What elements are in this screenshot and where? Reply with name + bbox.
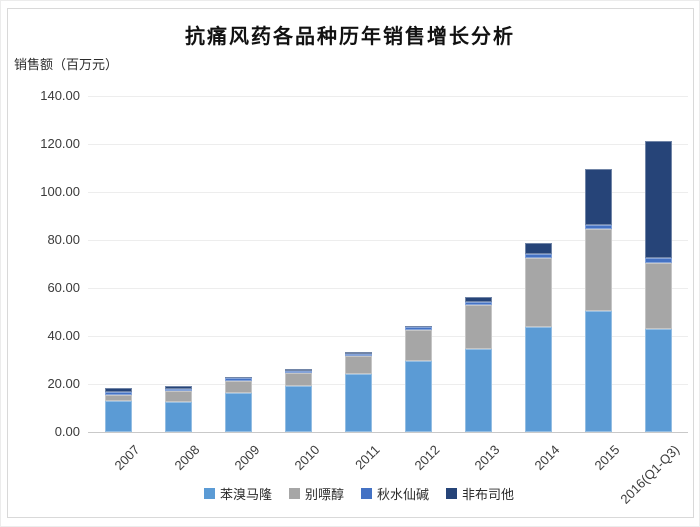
chart-title: 抗痛风药各品种历年销售增长分析 — [185, 26, 515, 48]
legend: 苯溴马隆 别嘌醇 秋水仙碱 非布司他 — [0, 484, 700, 503]
stacked-bar — [644, 140, 672, 432]
bar-segment-苯溴马隆 — [404, 361, 432, 432]
bar-column-2010 — [268, 96, 328, 432]
legend-swatch-icon — [288, 488, 300, 499]
stacked-bar — [284, 368, 312, 432]
bar-segment-秋水仙碱 — [224, 377, 252, 381]
stacked-bar — [224, 377, 252, 432]
gridline — [88, 288, 688, 289]
chart-card — [7, 8, 694, 518]
bar-column-2011 — [328, 96, 388, 432]
y-tick-label: 120.00 — [40, 136, 80, 151]
gridline — [88, 144, 688, 145]
stacked-bar — [464, 297, 492, 432]
stacked-bar — [404, 326, 432, 432]
gridline — [88, 384, 688, 385]
legend-swatch-icon — [361, 488, 372, 499]
stacked-bar — [524, 242, 552, 432]
bar-column-2012 — [388, 96, 448, 432]
gridline — [88, 432, 688, 433]
stacked-bar — [104, 387, 132, 432]
legend-item-非布司他: 非布司他 — [446, 484, 514, 503]
bar-segment-苯溴马隆 — [524, 326, 552, 432]
bar-segment-苯溴马隆 — [224, 393, 252, 432]
y-tick-label: 20.00 — [47, 376, 80, 391]
legend-label: 苯溴马隆 — [219, 487, 272, 502]
bar-column-2007 — [88, 96, 148, 432]
legend-item-苯溴马隆: 苯溴马隆 — [203, 484, 272, 503]
bar-segment-别嘌醇 — [644, 262, 672, 330]
stacked-bar — [164, 386, 192, 432]
y-tick-label: 40.00 — [47, 328, 80, 343]
legend-label: 秋水仙碱 — [377, 487, 430, 502]
bar-segment-秋水仙碱 — [164, 388, 192, 392]
legend-label: 非布司他 — [462, 487, 515, 502]
y-tick-label: 60.00 — [47, 280, 80, 295]
gridline — [88, 96, 688, 97]
bar-segment-非布司他 — [644, 140, 672, 259]
y-tick-label: 80.00 — [47, 232, 80, 247]
bar-segment-别嘌醇 — [464, 305, 492, 350]
legend-label: 别嘌醇 — [304, 487, 344, 502]
bar-segment-苯溴马隆 — [104, 401, 132, 432]
bar-column-2013 — [448, 96, 508, 432]
bar-segment-别嘌醇 — [404, 330, 432, 362]
y-tick-label: 100.00 — [40, 184, 80, 199]
bar-segment-秋水仙碱 — [644, 258, 672, 263]
bar-segment-非布司他 — [524, 242, 552, 254]
bar-segment-非布司他 — [584, 169, 612, 226]
bar-series-container — [88, 96, 688, 432]
bar-segment-秋水仙碱 — [404, 326, 432, 331]
legend-swatch-icon — [203, 488, 215, 499]
bar-segment-别嘌醇 — [224, 380, 252, 394]
bar-segment-秋水仙碱 — [104, 392, 132, 395]
stacked-bar — [344, 351, 372, 432]
bar-segment-秋水仙碱 — [524, 253, 552, 259]
bar-segment-非布司他 — [344, 351, 372, 355]
legend-item-秋水仙碱: 秋水仙碱 — [361, 484, 429, 503]
y-axis-unit-label: 销售额（百万元） — [14, 57, 119, 72]
bar-segment-非布司他 — [164, 386, 192, 389]
legend-item-别嘌醇: 别嘌醇 — [288, 484, 344, 503]
bar-segment-非布司他 — [464, 297, 492, 303]
bar-segment-苯溴马隆 — [164, 401, 192, 432]
bar-segment-苯溴马隆 — [344, 374, 372, 432]
bar-segment-秋水仙碱 — [584, 225, 612, 229]
bar-segment-别嘌醇 — [164, 391, 192, 402]
gridline — [88, 240, 688, 241]
bar-segment-非布司他 — [404, 326, 432, 327]
bar-segment-非布司他 — [104, 387, 132, 393]
bar-segment-苯溴马隆 — [584, 311, 612, 432]
bar-column-2009 — [208, 96, 268, 432]
stacked-bar — [584, 169, 612, 432]
bar-column-2016(Q1-Q3) — [628, 96, 688, 432]
bar-segment-别嘌醇 — [524, 258, 552, 327]
bar-column-2014 — [508, 96, 568, 432]
bar-segment-秋水仙碱 — [284, 370, 312, 373]
y-tick-label: 0.00 — [54, 424, 80, 439]
bar-segment-苯溴马隆 — [284, 386, 312, 432]
bar-column-2015 — [568, 96, 628, 432]
bar-segment-非布司他 — [284, 368, 312, 371]
y-tick-label: 140.00 — [40, 88, 80, 103]
legend-swatch-icon — [446, 488, 458, 499]
bar-segment-秋水仙碱 — [464, 302, 492, 306]
gridline — [88, 192, 688, 193]
bar-segment-非布司他 — [224, 377, 252, 378]
bar-segment-别嘌醇 — [104, 394, 132, 402]
bar-segment-别嘌醇 — [284, 372, 312, 387]
gridline — [88, 336, 688, 337]
bar-segment-苯溴马隆 — [644, 329, 672, 432]
plot-area — [88, 96, 688, 433]
bar-segment-别嘌醇 — [344, 356, 372, 375]
bar-column-2008 — [148, 96, 208, 432]
bar-segment-苯溴马隆 — [464, 349, 492, 432]
bar-segment-秋水仙碱 — [344, 354, 372, 357]
bar-segment-别嘌醇 — [584, 228, 612, 312]
